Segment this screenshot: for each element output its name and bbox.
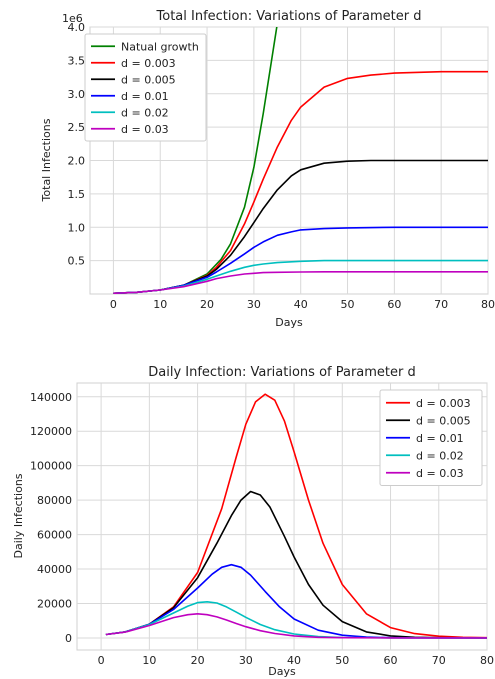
x-tick-label: 60 <box>387 298 401 311</box>
y-tick-label: 100000 <box>30 460 72 473</box>
legend-box <box>84 33 207 142</box>
series-line-1 <box>105 490 487 639</box>
y-offset-label: 1e6 <box>62 12 83 25</box>
x-tick-label: 10 <box>153 298 167 311</box>
y-tick-labels: 0.5 1.0 1.5 2.0 2.5 3.0 3.5 4.0 <box>68 21 86 268</box>
x-tick-label: 40 <box>287 654 301 667</box>
y-tick-label: 2.0 <box>68 155 86 168</box>
legend-entry: Natual growth <box>121 40 199 53</box>
y-tick-label: 120000 <box>30 425 72 438</box>
x-tick-label: 20 <box>200 298 214 311</box>
series-line-0 <box>105 393 487 639</box>
legend: Natual growth d = 0.003 d = 0.005 d = 0.01 d… <box>84 33 207 142</box>
y-tick-label: 20000 <box>37 597 72 610</box>
y-tick-label: 140000 <box>30 391 72 404</box>
y-tick-label: 80000 <box>37 494 72 507</box>
x-tick-label: 50 <box>341 298 355 311</box>
legend-entry: d = 0.01 <box>121 90 169 103</box>
x-tick-label: 80 <box>480 654 494 667</box>
x-tick-label: 80 <box>481 298 495 311</box>
y-tick-label: 0 <box>65 632 72 645</box>
legend-entry: d = 0.02 <box>121 106 169 119</box>
x-tick-label: 30 <box>247 298 261 311</box>
y-tick-label: 2.5 <box>68 121 86 134</box>
x-tick-labels: 0 10 20 30 40 50 60 70 80 <box>110 298 495 311</box>
x-tick-label: 50 <box>335 654 349 667</box>
x-tick-label: 70 <box>432 654 446 667</box>
series-line-4 <box>105 613 487 639</box>
y-tick-label: 1.0 <box>68 221 86 234</box>
x-tick-label: 20 <box>191 654 205 667</box>
chart-title: Total Infection: Variations of Parameter… <box>156 9 422 24</box>
legend-entry: d = 0.02 <box>416 449 464 462</box>
legend-entry: d = 0.03 <box>121 123 169 136</box>
legend-entry: d = 0.005 <box>416 414 471 427</box>
y-tick-label: 40000 <box>37 563 72 576</box>
legend-entry: d = 0.01 <box>416 432 464 445</box>
legend-entry: d = 0.005 <box>121 73 176 86</box>
series-group <box>105 393 487 639</box>
x-tick-label: 60 <box>384 654 398 667</box>
legend-entry: d = 0.003 <box>416 397 471 410</box>
x-axis-label: Days <box>268 665 296 678</box>
legend-entry: d = 0.003 <box>121 57 176 70</box>
y-tick-label: 60000 <box>37 529 72 542</box>
y-tick-label: 3.5 <box>68 54 86 67</box>
y-tick-label: 3.0 <box>68 88 86 101</box>
chart-title: Daily Infection: Variations of Parameter… <box>148 365 416 380</box>
y-tick-label: 0.5 <box>68 255 86 268</box>
x-tick-label: 40 <box>294 298 308 311</box>
x-tick-label: 30 <box>239 654 253 667</box>
y-axis-label: Daily Infections <box>12 473 25 558</box>
x-tick-labels: 0 10 20 30 40 50 60 70 80 <box>98 654 494 667</box>
series-line-5 <box>113 271 488 294</box>
y-tick-labels: 0 20000 40000 60000 80000 100000 120000 140000 <box>30 391 72 645</box>
chart-daily-infection: 0 10 20 30 40 50 60 70 80 0 20000 40000 60000 80000 1… <box>12 365 494 678</box>
x-tick-label: 70 <box>434 298 448 311</box>
x-tick-label: 10 <box>142 654 156 667</box>
series-group <box>113 27 488 294</box>
x-tick-label: 0 <box>110 298 117 311</box>
legend-box <box>379 389 483 486</box>
y-tick-label: 1.5 <box>68 188 86 201</box>
chart-total-infection: 0 10 20 30 40 50 60 70 80 0.5 1.0 1.5 2.0 2.5 3.0 3.5 4… <box>40 9 495 329</box>
y-axis-label: Total Infections <box>40 118 53 202</box>
x-axis-label: Days <box>275 316 303 329</box>
y-tick-label: 4.0 <box>68 21 86 34</box>
x-tick-label: 0 <box>98 654 105 667</box>
legend-entry: d = 0.03 <box>416 467 464 480</box>
legend: d = 0.003 d = 0.005 d = 0.01 d = 0.02 d = 0.… <box>379 389 483 486</box>
